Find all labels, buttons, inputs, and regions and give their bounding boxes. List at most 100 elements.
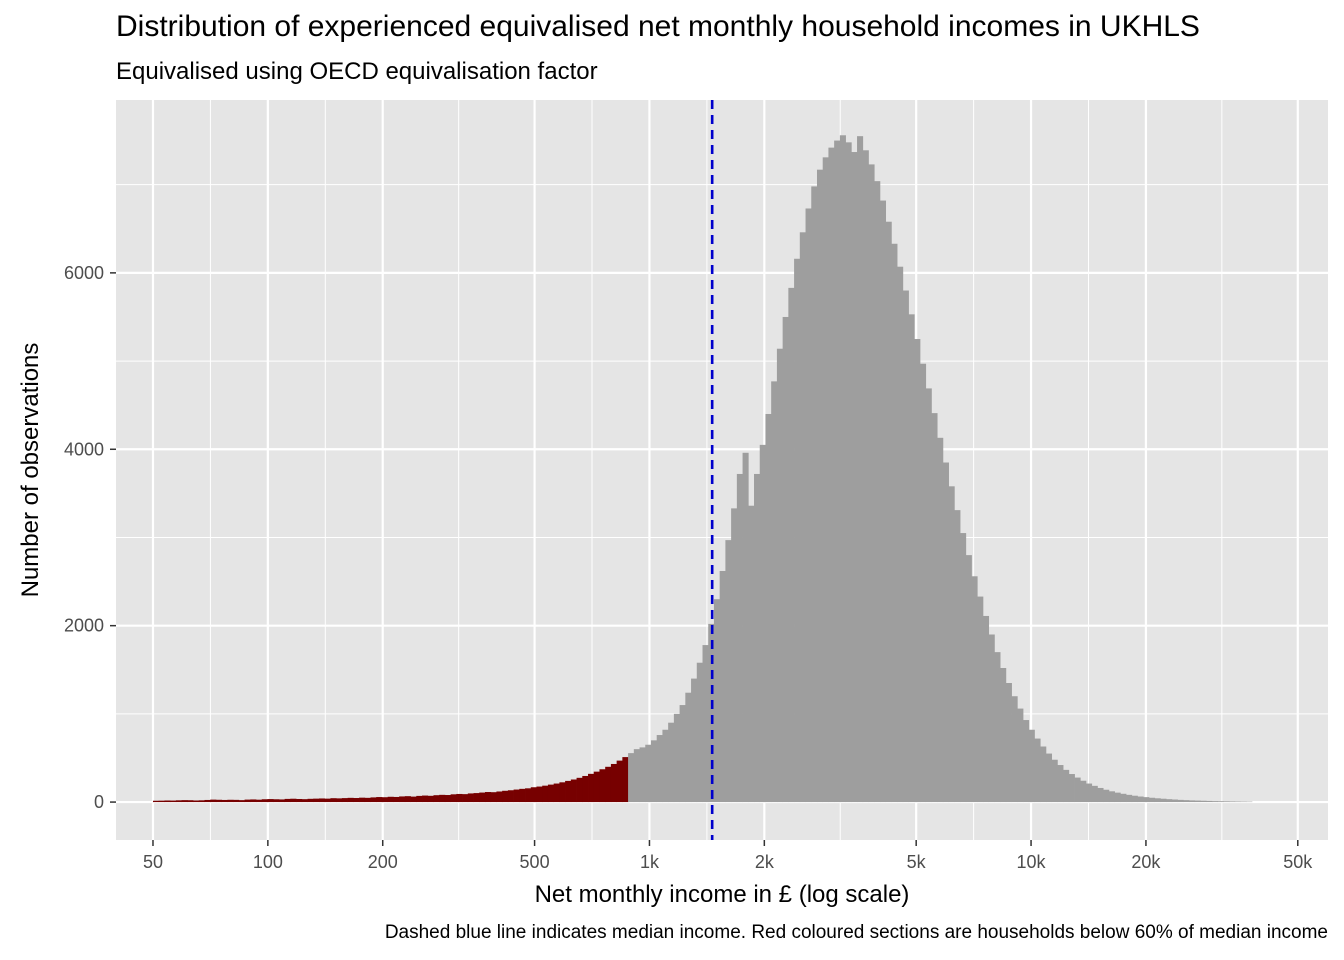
histogram-bar: [851, 152, 858, 803]
histogram-bar: [920, 363, 927, 803]
histogram-bar: [318, 798, 326, 803]
histogram-bar: [845, 142, 852, 803]
histogram-bar: [296, 798, 303, 803]
histogram-bar: [971, 576, 978, 803]
y-axis-ticks: 0 2000 4000 6000: [64, 263, 116, 812]
histogram-bar: [868, 164, 875, 803]
histogram-bar: [748, 505, 755, 803]
histogram-bar: [982, 615, 990, 803]
histogram-bar: [519, 788, 526, 803]
x-tick-label: 100: [253, 852, 283, 872]
histogram-bar: [776, 348, 783, 803]
histogram-bar: [330, 798, 337, 803]
histogram-bar: [742, 452, 749, 803]
histogram-bar: [782, 316, 789, 803]
histogram-bar: [805, 208, 812, 803]
histogram-bar: [1045, 753, 1053, 803]
histogram-bar: [462, 794, 469, 803]
histogram-bar: [765, 413, 772, 803]
histogram-bar: [673, 713, 680, 803]
x-tick-label: 200: [368, 852, 398, 872]
histogram-bar: [822, 157, 829, 803]
histogram-bar: [467, 793, 474, 803]
histogram-bar: [502, 790, 509, 803]
histogram-bar: [284, 798, 291, 803]
y-tick-label: 0: [94, 792, 104, 812]
histogram-bar: [622, 757, 629, 803]
histogram-bar: [433, 795, 440, 803]
histogram-bar: [215, 799, 223, 803]
histogram-bar: [1131, 795, 1138, 803]
histogram-bar: [193, 800, 200, 803]
histogram-bar: [416, 795, 423, 803]
histogram-bar: [347, 797, 354, 803]
histogram-bar: [547, 784, 555, 803]
histogram-bar: [1091, 785, 1098, 803]
histogram-bar: [387, 796, 394, 803]
histogram-bar: [341, 798, 348, 803]
histogram-bar: [1194, 800, 1201, 803]
histogram-bar: [1148, 797, 1156, 803]
histogram-bar: [273, 799, 280, 803]
histogram-bar: [187, 800, 194, 803]
histogram-bar: [862, 150, 869, 803]
histogram-bar: [170, 800, 177, 803]
histogram-bar: [261, 799, 268, 803]
histogram-bar: [588, 773, 595, 803]
histogram-bar: [1177, 799, 1184, 803]
histogram-bar: [1023, 720, 1030, 803]
histogram-bar: [570, 779, 577, 803]
histogram-bar: [948, 486, 955, 803]
histogram-bar: [816, 169, 824, 803]
histogram-bar: [1189, 800, 1196, 803]
histogram-bar: [633, 749, 640, 803]
histogram-bar: [353, 798, 360, 803]
histogram-bar: [313, 798, 320, 803]
histogram-bar: [731, 508, 738, 803]
histogram-bar: [1068, 774, 1075, 803]
histogram-bar: [759, 444, 766, 803]
histogram-bar: [719, 570, 726, 803]
histogram-bar: [960, 533, 967, 803]
histogram-bar: [490, 792, 497, 803]
histogram-bar: [1160, 798, 1167, 803]
histogram-bar: [496, 791, 503, 803]
histogram-bar: [278, 799, 285, 803]
histogram-bar: [1166, 799, 1173, 803]
histogram-bar: [1120, 793, 1127, 803]
histogram-bar: [897, 266, 904, 803]
histogram-bar: [359, 797, 366, 803]
x-tick-label: 20k: [1131, 852, 1161, 872]
histogram-bar: [885, 221, 892, 803]
histogram-bar: [879, 200, 887, 803]
histogram-bar: [1040, 746, 1047, 803]
histogram-bar: [559, 782, 566, 803]
histogram-bar: [1137, 796, 1144, 803]
x-tick-label: 500: [520, 852, 550, 872]
histogram-bar: [427, 795, 434, 803]
histogram-bar: [175, 800, 182, 803]
x-tick-label: 2k: [755, 852, 775, 872]
histogram-bar: [811, 186, 818, 803]
histogram-bar: [210, 799, 217, 803]
histogram-bar: [364, 797, 371, 803]
histogram-bar: [439, 794, 446, 803]
histogram-bar: [530, 787, 537, 803]
histogram-bar: [1011, 696, 1018, 803]
histogram-bar: [1074, 777, 1081, 803]
histogram-bar: [754, 473, 761, 803]
histogram-bar: [444, 795, 451, 803]
histogram-bar: [307, 798, 314, 803]
histogram-bar: [238, 800, 245, 803]
y-tick-label: 4000: [64, 439, 104, 459]
histogram-bar: [902, 290, 909, 803]
histogram-bar: [479, 792, 486, 803]
histogram-bar: [513, 789, 520, 803]
histogram-bar: [1206, 800, 1213, 803]
x-tick-label: 5k: [907, 852, 927, 872]
histogram-bar: [1057, 765, 1064, 803]
histogram-bar: [456, 793, 463, 803]
histogram-bar: [988, 634, 995, 803]
histogram-bar: [645, 744, 652, 803]
